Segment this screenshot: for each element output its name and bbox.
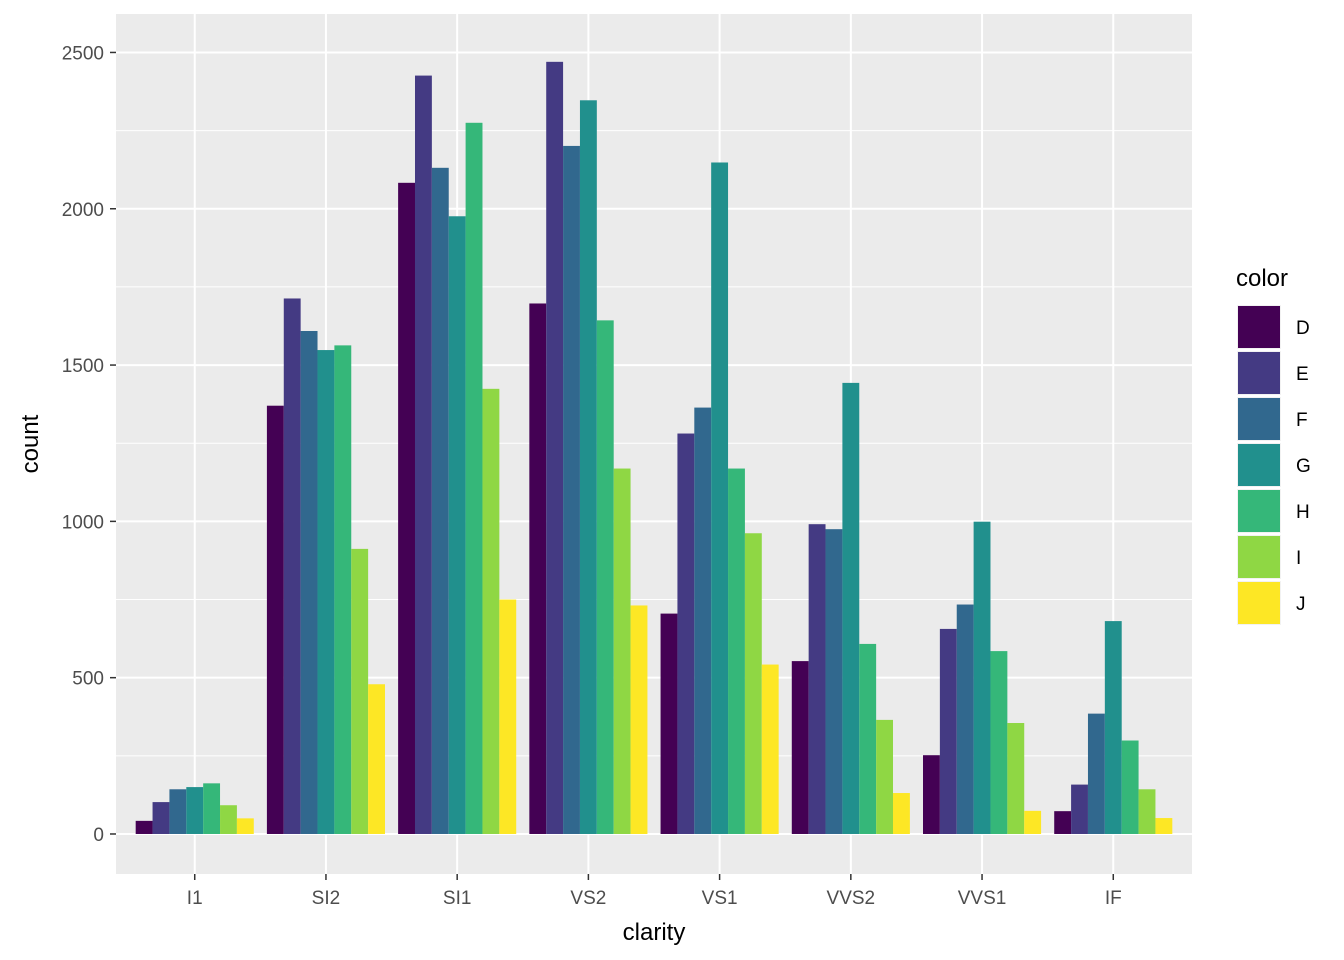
bar-VVS1-G	[973, 521, 991, 834]
bar-VS2-F	[563, 145, 580, 834]
x-axis: I1 SI2 SI1 VS2 VS1 VVS2 VVS1 IF	[187, 874, 1122, 909]
bars	[135, 61, 1173, 834]
bar-VS2-H	[596, 320, 614, 834]
bar-SI2-G	[317, 350, 335, 834]
bar-VS1-F	[694, 407, 712, 834]
y-tick-label: 1000	[62, 512, 104, 533]
bar-IF-D	[1054, 811, 1072, 834]
legend-title: color	[1236, 265, 1288, 292]
bar-VVS1-E	[939, 628, 957, 834]
bar-IF-F	[1087, 713, 1105, 834]
legend-label: D	[1296, 318, 1310, 339]
legend-label: E	[1296, 364, 1309, 385]
y-tick-label: 1500	[62, 356, 104, 377]
bar-VVS2-I	[876, 719, 894, 834]
bar-SI2-J	[368, 684, 385, 834]
x-tick-label: I1	[187, 888, 203, 909]
legend-swatch-I	[1238, 536, 1280, 578]
bar-I1-E	[152, 802, 170, 834]
legend-label: I	[1296, 548, 1301, 569]
legend-swatch-E	[1238, 352, 1280, 394]
bar-VS1-E	[677, 433, 695, 834]
bar-VVS2-G	[842, 382, 860, 834]
bar-SI2-I	[351, 548, 369, 834]
bar-VS1-J	[761, 664, 779, 834]
bar-I1-G	[186, 787, 204, 834]
bar-SI1-E	[414, 75, 432, 834]
bar-VVS1-J	[1024, 810, 1042, 834]
bar-VS1-I	[744, 533, 762, 834]
bar-VS2-G	[579, 100, 597, 834]
y-tick-label: 2000	[62, 200, 104, 221]
bar-IF-E	[1071, 784, 1088, 834]
bar-I1-H	[203, 783, 221, 834]
bar-SI1-F	[431, 167, 449, 834]
y-axis-title: count	[17, 414, 44, 473]
bar-VVS2-H	[859, 643, 877, 834]
y-tick-label: 500	[72, 669, 104, 690]
legend-swatch-F	[1238, 398, 1280, 440]
bar-VVS2-F	[825, 529, 843, 834]
x-tick-label: SI1	[443, 888, 472, 909]
bar-IF-H	[1121, 740, 1139, 834]
bar-SI1-G	[448, 216, 466, 834]
y-axis: 0 500 1000 1500 2000 2500	[62, 43, 116, 846]
legend-swatch-J	[1238, 582, 1280, 624]
x-axis-title: clarity	[623, 919, 686, 946]
legend-swatch-G	[1238, 444, 1280, 486]
bar-VS1-D	[660, 613, 678, 834]
bar-VVS1-I	[1007, 723, 1025, 834]
bar-SI2-F	[300, 330, 318, 834]
bar-VS2-E	[546, 61, 564, 834]
bar-I1-J	[236, 818, 254, 834]
bar-VVS1-D	[923, 755, 940, 834]
x-tick-label: VVS2	[827, 888, 876, 909]
x-tick-label: VVS1	[958, 888, 1007, 909]
legend-swatch-H	[1238, 490, 1280, 532]
bar-IF-G	[1104, 621, 1122, 834]
legend-label: F	[1296, 410, 1308, 431]
y-tick-label: 0	[93, 825, 104, 846]
bar-SI1-H	[465, 122, 483, 834]
x-tick-label: VS1	[702, 888, 738, 909]
bar-SI1-J	[499, 599, 517, 834]
bar-I1-I	[220, 805, 237, 834]
bar-VS2-D	[529, 303, 547, 834]
bar-SI1-I	[482, 388, 500, 834]
bar-I1-F	[169, 789, 187, 834]
x-tick-label: IF	[1105, 888, 1122, 909]
legend-label: J	[1296, 594, 1306, 615]
x-tick-label: VS2	[570, 888, 606, 909]
bar-IF-I	[1138, 789, 1156, 834]
legend: color D E F G H I J	[1236, 265, 1311, 625]
legend-swatch-D	[1238, 306, 1280, 348]
bar-VS1-G	[711, 162, 729, 834]
bar-VVS1-F	[956, 604, 974, 834]
bar-SI2-D	[266, 405, 284, 834]
bar-VVS2-E	[808, 524, 826, 834]
y-tick-label: 2500	[62, 43, 104, 64]
bar-VVS2-J	[893, 793, 910, 834]
bar-SI2-H	[334, 345, 352, 834]
bar-VVS2-D	[791, 661, 809, 834]
bar-SI1-D	[398, 182, 415, 834]
legend-label: G	[1296, 456, 1311, 477]
bar-IF-J	[1155, 818, 1173, 834]
bar-I1-D	[135, 820, 153, 834]
bar-SI2-E	[283, 298, 301, 834]
bar-VS1-H	[728, 468, 745, 834]
x-tick-label: SI2	[312, 888, 341, 909]
bar-VVS1-H	[990, 651, 1008, 834]
bar-VS2-J	[630, 605, 648, 834]
legend-label: H	[1296, 502, 1310, 523]
bar-VS2-I	[613, 468, 631, 834]
